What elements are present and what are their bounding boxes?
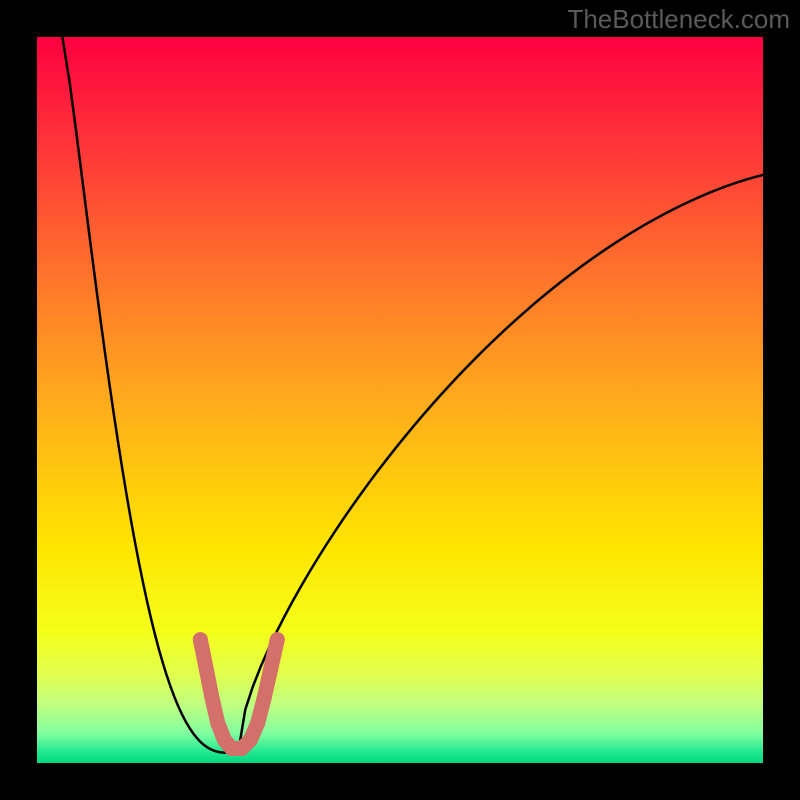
bottleneck-marker-dot <box>250 716 265 731</box>
bottleneck-marker-dot <box>204 690 219 705</box>
bottleneck-marker-dot <box>270 632 285 647</box>
chart-svg <box>0 0 800 800</box>
bottleneck-marker-dot <box>263 661 278 676</box>
chart-plot-area <box>37 37 763 763</box>
bottleneck-chart: TheBottleneck.com <box>0 0 800 800</box>
bottleneck-marker-dot <box>243 732 258 747</box>
bottleneck-marker-dot <box>193 632 208 647</box>
bottleneck-marker-dot <box>210 716 225 731</box>
bottleneck-marker-dot <box>199 661 214 676</box>
watermark-text: TheBottleneck.com <box>567 4 790 35</box>
bottleneck-marker-dot <box>257 690 272 705</box>
